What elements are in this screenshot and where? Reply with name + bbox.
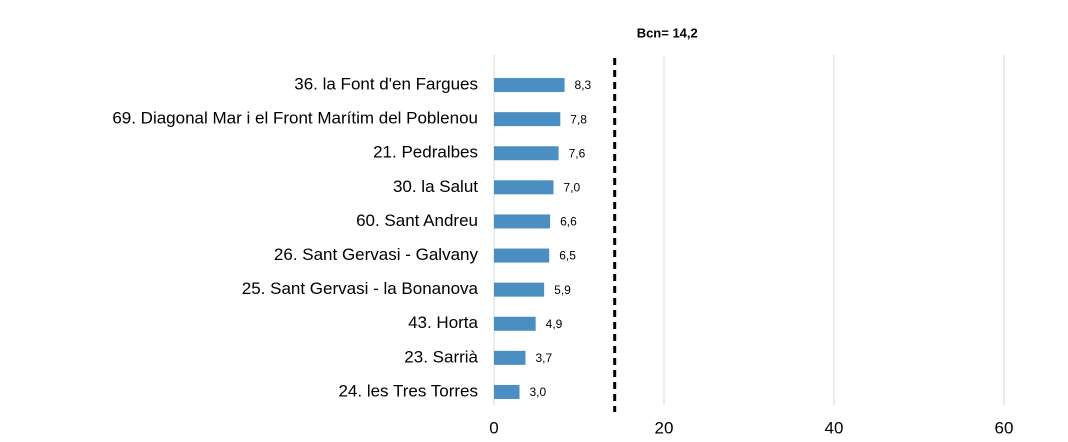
category-label: 23. Sarrià [404,347,478,366]
bar [494,316,536,331]
x-tick-label: 60 [995,418,1014,437]
x-tick-label: 0 [489,418,498,437]
x-tick-label: 40 [825,418,844,437]
bar [494,112,561,127]
value-label: 4,9 [546,317,563,331]
value-label: 7,6 [569,146,586,160]
bar [494,384,520,399]
category-label: 60. Sant Andreu [356,211,478,230]
category-label: 43. Horta [408,313,478,332]
bar [494,180,554,195]
value-label: 3,7 [535,351,552,365]
category-label: 36. la Font d'en Fargues [294,75,478,94]
bar [494,146,559,161]
category-label: 69. Diagonal Mar i el Front Marítim del … [112,109,478,128]
category-label: 30. la Salut [393,177,478,196]
value-label: 6,6 [560,215,577,229]
bar [494,350,526,365]
category-label: 21. Pedralbes [373,143,478,162]
value-label: 8,3 [575,78,592,92]
value-label: 7,0 [564,181,581,195]
reference-label: Bcn= 14,2 [637,25,698,40]
category-label: 24. les Tres Torres [338,381,478,400]
value-label: 7,8 [570,112,587,126]
bar [494,214,551,229]
category-label: 25. Sant Gervasi - la Bonanova [242,279,479,298]
value-label: 6,5 [559,249,576,263]
category-label: 26. Sant Gervasi - Galvany [274,245,479,264]
value-label: 3,0 [530,385,547,399]
x-tick-label: 20 [655,418,674,437]
bar [494,248,550,263]
bar [494,282,545,297]
value-label: 5,9 [554,283,571,297]
bar [494,78,565,93]
